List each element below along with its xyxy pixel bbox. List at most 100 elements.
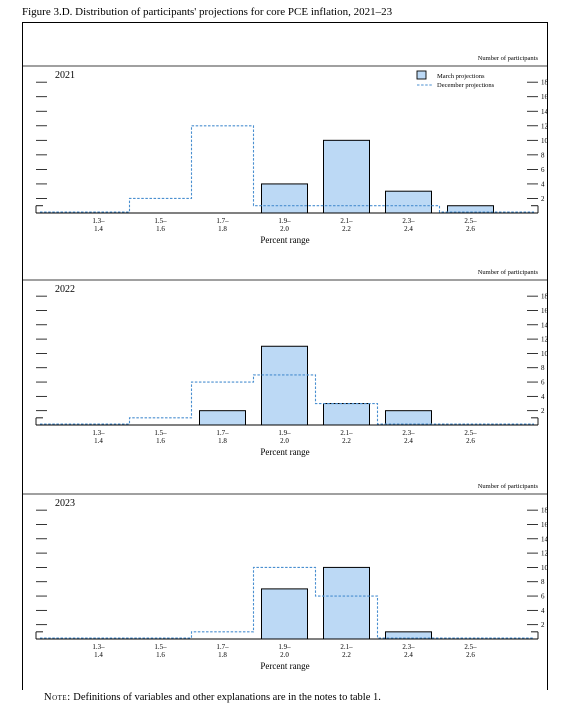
x-tick-label: 2.2	[342, 437, 351, 445]
y-tick-label: 6	[541, 166, 545, 174]
y-tick-label: 4	[541, 180, 545, 188]
x-tick-label: 1.5–	[154, 643, 167, 651]
x-tick-label: 1.9–	[278, 643, 291, 651]
y-tick-label: 14	[541, 321, 549, 329]
x-tick-label: 1.4	[94, 225, 103, 233]
march-projection-bar	[261, 345, 308, 426]
footnote: Note: Definitions of variables and other…	[44, 692, 381, 703]
x-tick-label: 1.4	[94, 437, 103, 445]
x-tick-label: 2.4	[404, 651, 413, 659]
y-tick-label: 2	[541, 621, 545, 629]
x-tick-label: 1.7–	[216, 429, 229, 437]
panel-year-label: 2021	[55, 70, 75, 81]
legend-march-label: March projections	[437, 73, 485, 80]
x-tick-label: 1.9–	[278, 429, 291, 437]
y-tick-label: 18	[541, 507, 549, 515]
march-projection-bar	[199, 410, 246, 426]
y-tick-label: 8	[541, 364, 545, 372]
x-tick-label: 2.0	[280, 225, 289, 233]
footnote-label: Note:	[44, 692, 71, 703]
x-tick-label: 2.6	[466, 651, 475, 659]
x-tick-label: 1.3–	[92, 643, 105, 651]
x-tick-label: 1.8	[218, 651, 227, 659]
y-tick-label: 16	[541, 307, 549, 315]
x-tick-label: 1.8	[218, 437, 227, 445]
x-axis-label: Percent range	[260, 235, 309, 245]
x-tick-label: 2.3–	[402, 643, 415, 651]
y-tick-label: 4	[541, 393, 545, 401]
y-tick-label: 16	[541, 93, 549, 101]
x-tick-label: 1.7–	[216, 217, 229, 225]
panel-year-label: 2023	[55, 498, 75, 509]
y-tick-label: 6	[541, 379, 545, 387]
y-tick-label: 2	[541, 407, 545, 415]
december-projection-step-line	[40, 566, 534, 639]
y-tick-label: 10	[541, 564, 549, 572]
march-projection-bar	[385, 190, 432, 214]
y-tick-label: 12	[541, 122, 549, 130]
x-tick-label: 1.4	[94, 651, 103, 659]
legend-march-swatch	[416, 70, 427, 80]
x-tick-label: 2.6	[466, 437, 475, 445]
x-tick-label: 2.5–	[464, 217, 477, 225]
x-axis-label: Percent range	[260, 661, 309, 671]
march-projection-bar	[261, 183, 308, 214]
y-axis-label: Number of participants	[478, 483, 539, 490]
x-tick-label: 1.3–	[92, 429, 105, 437]
march-projection-bar	[261, 588, 308, 640]
y-tick-label: 14	[541, 108, 549, 116]
y-tick-label: 18	[541, 293, 549, 301]
x-tick-label: 1.6	[156, 225, 165, 233]
x-axis-label: Percent range	[260, 447, 309, 457]
x-tick-label: 1.7–	[216, 643, 229, 651]
x-tick-label: 1.5–	[154, 429, 167, 437]
y-axis-label: Number of participants	[478, 269, 539, 276]
march-projection-bar	[323, 566, 370, 640]
y-axis-label: Number of participants	[478, 55, 539, 62]
y-tick-label: 8	[541, 151, 545, 159]
march-projection-bar	[323, 139, 370, 214]
x-tick-label: 2.3–	[402, 429, 415, 437]
x-tick-label: 1.9–	[278, 217, 291, 225]
y-tick-label: 6	[541, 593, 545, 601]
panel-year-label: 2022	[55, 284, 75, 295]
x-tick-label: 2.6	[466, 225, 475, 233]
x-tick-label: 2.4	[404, 437, 413, 445]
figure-title: Figure 3.D. Distribution of participants…	[22, 6, 393, 18]
december-projection-step-line	[40, 125, 534, 213]
y-tick-label: 12	[541, 336, 549, 344]
y-tick-label: 10	[541, 137, 549, 145]
x-tick-label: 2.2	[342, 225, 351, 233]
y-tick-label: 14	[541, 535, 549, 543]
march-projection-bar	[385, 631, 432, 640]
x-tick-label: 2.3–	[402, 217, 415, 225]
x-tick-label: 2.0	[280, 651, 289, 659]
x-tick-label: 1.8	[218, 225, 227, 233]
x-tick-label: 2.1–	[340, 217, 353, 225]
footnote-text: Definitions of variables and other expla…	[73, 692, 381, 703]
y-tick-label: 2	[541, 195, 545, 203]
y-tick-label: 12	[541, 550, 549, 558]
x-tick-label: 1.5–	[154, 217, 167, 225]
x-tick-label: 1.6	[156, 651, 165, 659]
x-tick-label: 1.6	[156, 437, 165, 445]
march-projection-bar	[385, 410, 432, 426]
y-tick-label: 8	[541, 578, 545, 586]
x-tick-label: 2.5–	[464, 643, 477, 651]
x-tick-label: 2.4	[404, 225, 413, 233]
december-projection-step-line	[40, 374, 534, 425]
legend-december-label: December projections	[437, 82, 495, 89]
x-tick-label: 1.3–	[92, 217, 105, 225]
y-tick-label: 4	[541, 607, 545, 615]
y-tick-label: 16	[541, 521, 549, 529]
y-tick-label: 18	[541, 79, 549, 87]
march-projection-bar	[447, 205, 494, 214]
march-projection-bar	[323, 403, 370, 426]
x-tick-label: 2.5–	[464, 429, 477, 437]
x-tick-label: 2.1–	[340, 429, 353, 437]
y-tick-label: 10	[541, 350, 549, 358]
figure-frame	[22, 22, 548, 690]
x-tick-label: 2.2	[342, 651, 351, 659]
x-tick-label: 2.1–	[340, 643, 353, 651]
